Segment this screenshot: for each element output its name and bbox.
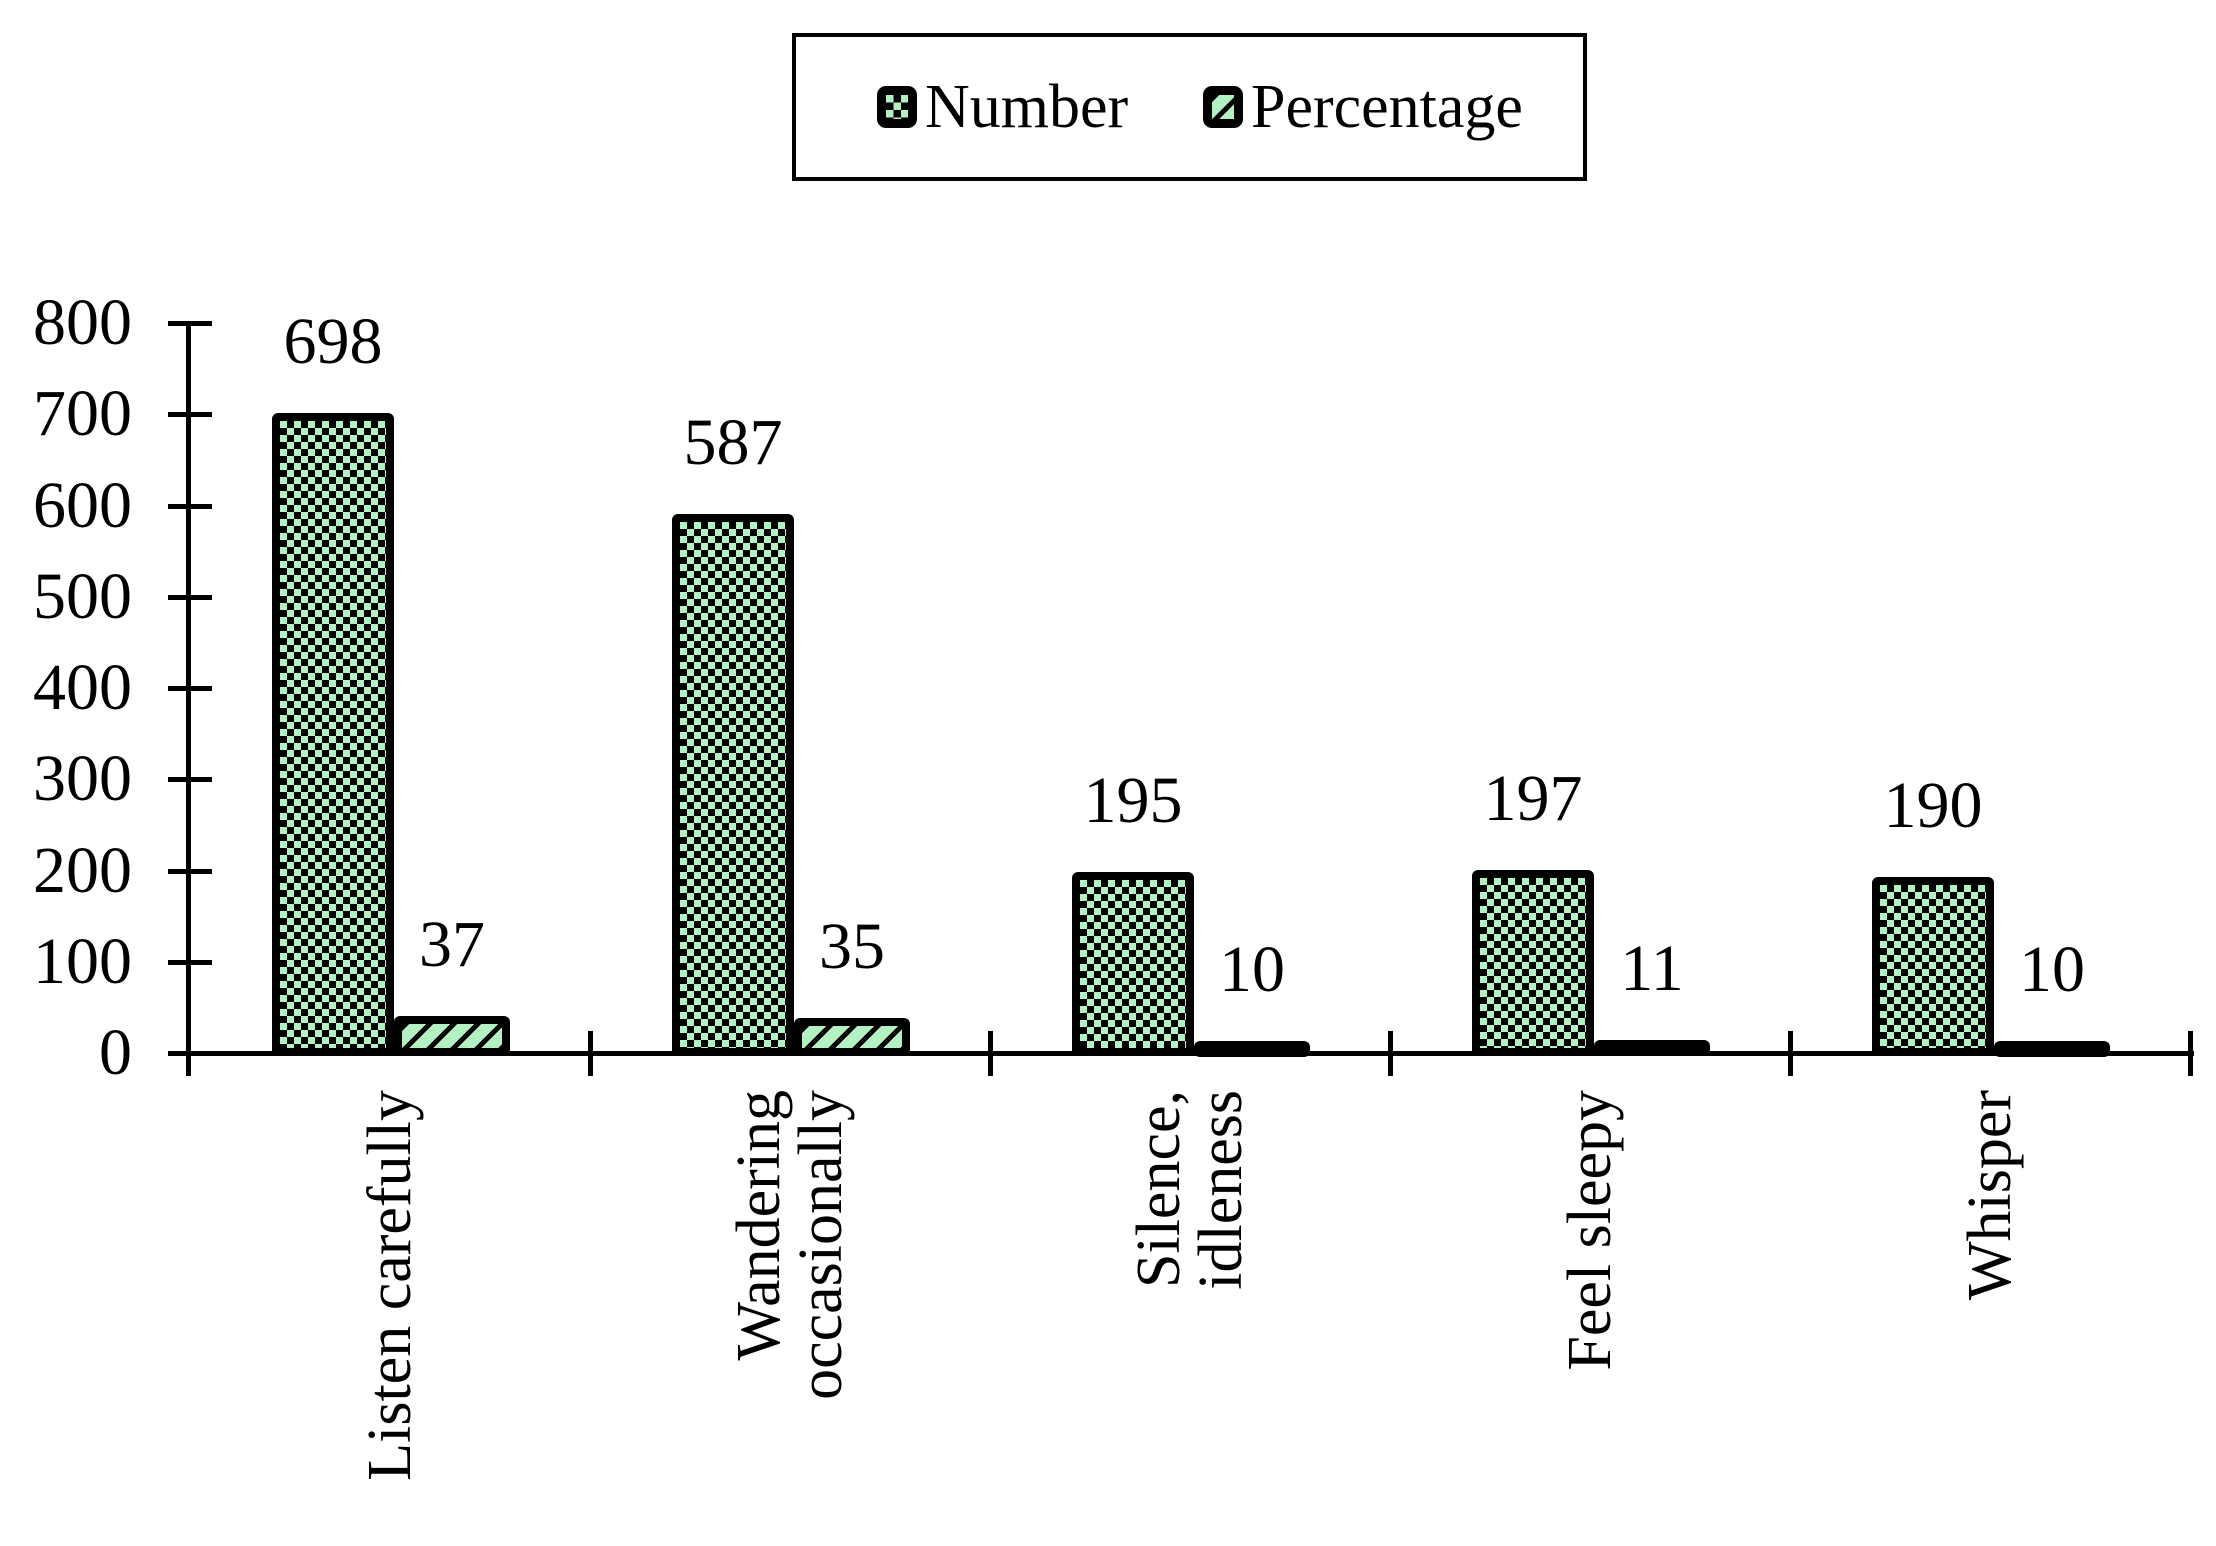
category-label-3: Silence, idleness xyxy=(1125,1090,1255,1290)
value-label-number-2: 587 xyxy=(683,406,783,479)
y-tick-label: 300 xyxy=(33,742,132,815)
bar-percentage-5 xyxy=(1994,1041,2110,1057)
y-tick-label: 700 xyxy=(33,377,132,450)
y-tick-label: 100 xyxy=(33,925,132,998)
category-label-5: Whisper xyxy=(1956,1090,2024,1301)
legend-swatch-percentage-icon xyxy=(1203,86,1243,128)
bar-percentage-1 xyxy=(394,1016,510,1056)
value-label-percentage-4: 11 xyxy=(1620,932,1684,1005)
value-label-number-1: 698 xyxy=(283,305,383,378)
value-label-number-4: 197 xyxy=(1483,762,1583,835)
y-tick xyxy=(168,412,212,417)
legend-item-percentage: Percentage xyxy=(1203,37,1523,177)
value-label-number-3: 195 xyxy=(1083,764,1183,837)
y-tick xyxy=(168,1051,212,1056)
bar-number-2 xyxy=(672,514,794,1056)
value-label-percentage-1: 37 xyxy=(419,908,485,981)
value-label-percentage-3: 10 xyxy=(1219,933,1285,1006)
y-tick-label: 200 xyxy=(33,834,132,907)
y-tick-label: 400 xyxy=(33,651,132,724)
y-tick xyxy=(168,777,212,782)
category-label-2: Wandering occasionally xyxy=(725,1090,855,1400)
value-label-number-5: 190 xyxy=(1883,769,1983,842)
y-tick xyxy=(168,595,212,600)
y-tick-label: 600 xyxy=(33,469,132,542)
x-tick xyxy=(1788,1031,1793,1076)
legend-swatch-number-icon xyxy=(877,86,917,128)
x-tick xyxy=(2188,1031,2193,1076)
bar-number-1 xyxy=(272,413,394,1056)
category-label-4: Feel sleepy xyxy=(1556,1090,1624,1371)
y-tick xyxy=(168,321,212,326)
x-tick xyxy=(988,1031,993,1076)
legend-label-number: Number xyxy=(925,73,1129,141)
y-tick-label: 0 xyxy=(99,1016,132,1089)
bar-percentage-3 xyxy=(1194,1041,1310,1057)
bar-percentage-2 xyxy=(794,1018,910,1056)
y-tick xyxy=(168,869,212,874)
category-label-1: Listen carefully xyxy=(356,1090,424,1481)
x-tick xyxy=(1388,1031,1393,1076)
bar-number-3 xyxy=(1072,872,1194,1056)
x-tick xyxy=(588,1031,593,1076)
legend-label-percentage: Percentage xyxy=(1251,73,1523,141)
y-axis-line xyxy=(186,323,191,1076)
legend: Number Percentage xyxy=(792,33,1587,181)
legend-item-number: Number xyxy=(877,37,1128,177)
bar-number-4 xyxy=(1472,870,1594,1056)
value-label-percentage-5: 10 xyxy=(2019,933,2085,1006)
y-tick xyxy=(168,504,212,509)
bar-number-5 xyxy=(1872,877,1994,1056)
value-label-percentage-2: 35 xyxy=(819,910,885,983)
y-tick-label: 800 xyxy=(33,286,132,359)
y-tick xyxy=(168,960,212,965)
bar-percentage-4 xyxy=(1594,1040,1710,1056)
y-tick-label: 500 xyxy=(33,560,132,633)
y-tick xyxy=(168,686,212,691)
